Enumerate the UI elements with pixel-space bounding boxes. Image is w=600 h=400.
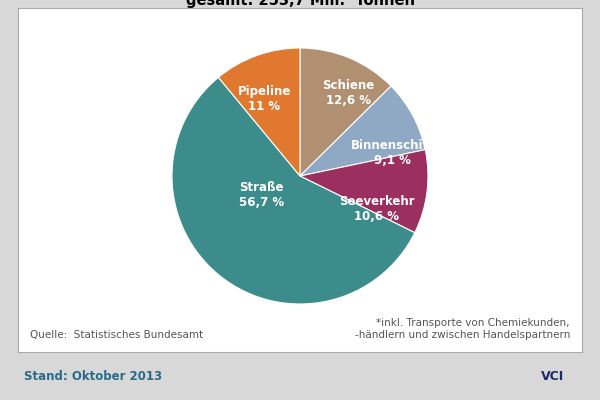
Wedge shape	[300, 150, 428, 233]
Text: Binnenschiff
9,1 %: Binnenschiff 9,1 %	[350, 139, 434, 167]
Wedge shape	[172, 77, 415, 304]
Wedge shape	[218, 48, 300, 176]
Text: VCI: VCI	[541, 370, 564, 382]
Text: Straße
56,7 %: Straße 56,7 %	[239, 181, 284, 209]
Text: Pipeline
11 %: Pipeline 11 %	[238, 85, 291, 113]
Wedge shape	[300, 86, 425, 176]
Text: Quelle:  Statistisches Bundesamt: Quelle: Statistisches Bundesamt	[30, 330, 203, 340]
Text: Schiene
12,6 %: Schiene 12,6 %	[323, 79, 375, 107]
Text: Seeverkehr
10,6 %: Seeverkehr 10,6 %	[339, 195, 415, 223]
Wedge shape	[300, 48, 391, 176]
Title: Beförderung chemischer Erzeugnisse 2012,
insgesamt*, nach Verkehrswegen
gesamt: : Beförderung chemischer Erzeugnisse 2012,…	[120, 0, 480, 8]
Text: Stand: Oktober 2013: Stand: Oktober 2013	[24, 370, 162, 382]
Text: *inkl. Transporte von Chemiekunden,
-händlern und zwischen Handelspartnern: *inkl. Transporte von Chemiekunden, -hän…	[355, 318, 570, 340]
